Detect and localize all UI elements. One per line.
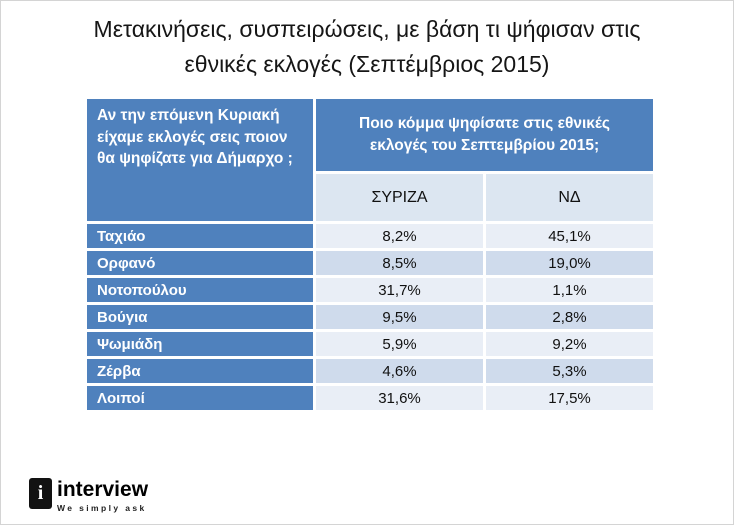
row-label: Ταχιάο [87, 224, 313, 248]
row-label: Ορφανό [87, 251, 313, 275]
column-header-nd: ΝΔ [486, 174, 653, 221]
cell-syriza: 9,5% [316, 305, 483, 329]
cell-syriza: 5,9% [316, 332, 483, 356]
cell-nd: 19,0% [486, 251, 653, 275]
interview-logo-icon: i [29, 478, 52, 509]
row-question-header: Αν την επόμενη Κυριακή είχαμε εκλογές σε… [87, 99, 313, 221]
cell-nd: 2,8% [486, 305, 653, 329]
cell-syriza: 31,7% [316, 278, 483, 302]
table-row: Βούγια 9,5% 2,8% [87, 305, 653, 329]
table-row: Ταχιάο 8,2% 45,1% [87, 224, 653, 248]
logo-text: interview We simply ask [57, 478, 148, 513]
cell-nd: 5,3% [486, 359, 653, 383]
cell-syriza: 8,5% [316, 251, 483, 275]
cell-nd: 17,5% [486, 386, 653, 410]
logo-icon-letter: i [37, 482, 44, 504]
column-header-syriza: ΣΥΡΙΖΑ [316, 174, 483, 221]
row-label: Λοιποί [87, 386, 313, 410]
table-row: Λοιποί 31,6% 17,5% [87, 386, 653, 410]
header-row: Αν την επόμενη Κυριακή είχαμε εκλογές σε… [87, 99, 653, 221]
row-label: Ζέρβα [87, 359, 313, 383]
logo-tagline: We simply ask [57, 503, 147, 514]
table-row: Ψωμιάδη 5,9% 9,2% [87, 332, 653, 356]
cell-nd: 45,1% [486, 224, 653, 248]
row-label: Βούγια [87, 305, 313, 329]
cell-nd: 1,1% [486, 278, 653, 302]
poll-results-table: Αν την επόμενη Κυριακή είχαμε εκλογές σε… [84, 96, 656, 413]
page-title: Μετακινήσεις, συσπειρώσεις, με βάση τι ψ… [1, 12, 733, 81]
row-label: Νοτοπούλου [87, 278, 313, 302]
logo-name: interview [57, 478, 149, 501]
interview-logo: i interview We simply ask [29, 478, 148, 513]
table-row: Ζέρβα 4,6% 5,3% [87, 359, 653, 383]
cell-syriza: 4,6% [316, 359, 483, 383]
table-row: Ορφανό 8,5% 19,0% [87, 251, 653, 275]
table-row: Νοτοπούλου 31,7% 1,1% [87, 278, 653, 302]
column-question-header: Ποιο κόμμα ψηφίσατε στις εθνικές εκλογές… [316, 99, 653, 171]
subheader-row: ΣΥΡΙΖΑ ΝΔ [87, 174, 653, 221]
row-label: Ψωμιάδη [87, 332, 313, 356]
cell-nd: 9,2% [486, 332, 653, 356]
title-line-2: εθνικές εκλογές (Σεπτέμβριος 2015) [184, 50, 550, 77]
cell-syriza: 31,6% [316, 386, 483, 410]
cell-syriza: 8,2% [316, 224, 483, 248]
title-line-1: Μετακινήσεις, συσπειρώσεις, με βάση τι ψ… [93, 16, 641, 42]
